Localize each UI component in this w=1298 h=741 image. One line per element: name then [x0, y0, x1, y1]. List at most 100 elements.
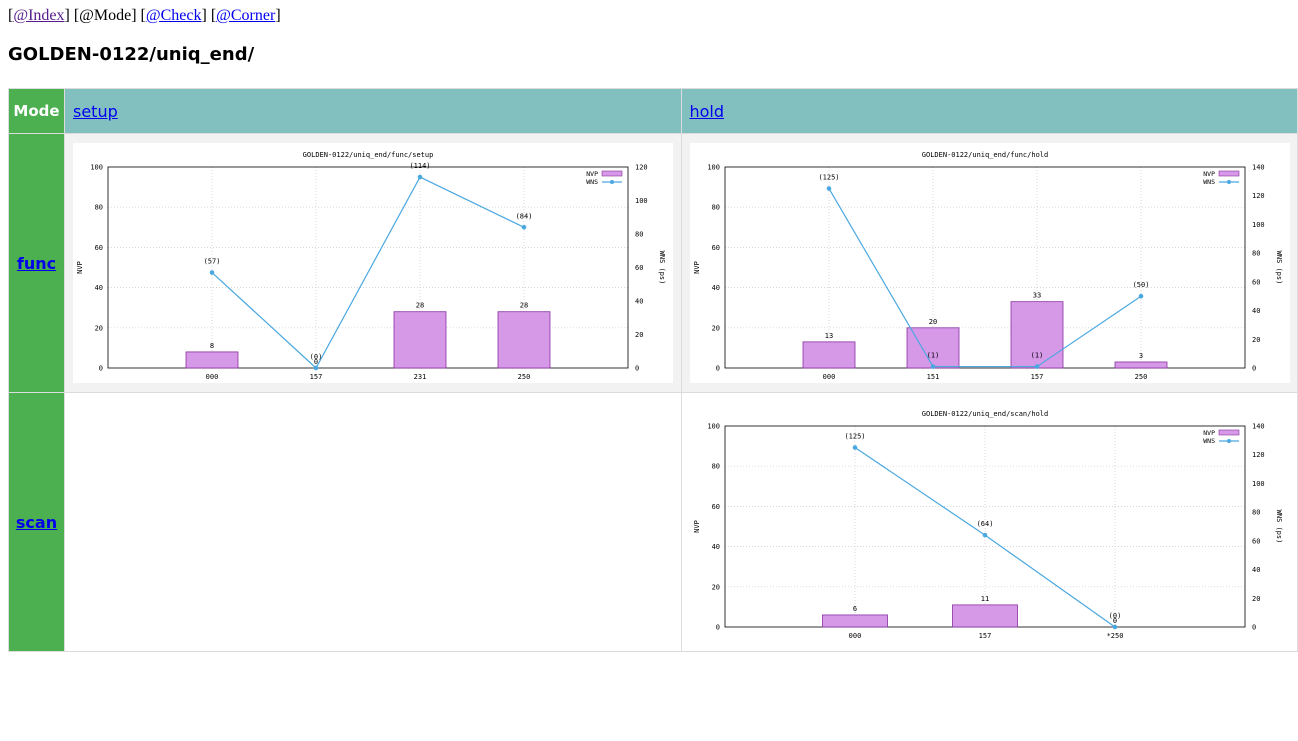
column-link-setup[interactable]: setup — [73, 101, 118, 121]
line-value-label: (50) — [1132, 281, 1149, 289]
x-tick-label: 250 — [518, 373, 531, 381]
y2-tick-label: 20 — [1252, 336, 1260, 344]
y2-tick-label: 0 — [1252, 365, 1256, 373]
line-wns — [827, 188, 1141, 368]
y2-tick-label: 80 — [1252, 509, 1260, 517]
y2-tick-label: 80 — [1252, 250, 1260, 258]
plot-frame — [107, 166, 629, 369]
nav-current-mode: [@Mode] — [73, 7, 137, 24]
line-point-wns — [209, 270, 215, 275]
x-tick-label: 000 — [848, 632, 861, 640]
table-header-row: Mode setup hold — [8, 88, 1298, 134]
y2-tick-label: 0 — [1252, 624, 1256, 632]
legend-label-nvp: NVP — [1203, 170, 1215, 178]
nav-link-check[interactable]: @Check — [145, 7, 202, 24]
y2-tick-label: 100 — [1252, 221, 1265, 229]
legend-swatch-nvp — [1218, 170, 1239, 177]
y-tick-label: 80 — [711, 463, 719, 471]
column-header-setup: setup — [64, 88, 682, 134]
x-tick-label: 231 — [414, 373, 427, 381]
legend-marker-wns — [1226, 180, 1231, 184]
row-link-scan[interactable]: scan — [15, 512, 58, 532]
y-tick-label: 100 — [90, 164, 103, 172]
row-link-func[interactable]: func — [16, 253, 57, 273]
bar-nvp — [1114, 361, 1167, 369]
legend-label-wns: WNS — [1203, 437, 1215, 445]
y2-tick-label: 20 — [635, 331, 643, 339]
row-header-scan: scan — [8, 392, 65, 652]
bar-nvp — [393, 311, 447, 369]
legend-label-wns: WNS — [1203, 178, 1215, 186]
legend-label-nvp: NVP — [586, 170, 598, 178]
chart-title: GOLDEN-0122/uniq_end/func/setup — [303, 151, 434, 159]
y2-tick-label: 60 — [1252, 537, 1260, 545]
legend-swatch-nvp — [601, 170, 623, 177]
y2-tick-label: 40 — [635, 298, 643, 306]
bar-value-label: 33 — [1032, 292, 1040, 300]
chart-cell-func-hold: GOLDEN-0122/uniq_end/func/hold 0 20 40 60 80 1… — [680, 133, 1298, 393]
legend-label-wns: WNS — [586, 178, 598, 186]
bar-nvp — [821, 614, 888, 628]
mode-chart-table: Mode setup hold func GOLDEN-0122/uniq_en… — [8, 88, 1298, 652]
y-tick-label: 20 — [95, 324, 103, 332]
y2-tick-label: 80 — [635, 231, 643, 239]
x-tick-label: 000 — [206, 373, 219, 381]
line-point-wns — [313, 365, 319, 371]
x-tick-label: 250 — [1134, 373, 1147, 381]
line-value-label: (1) — [926, 352, 939, 360]
line-value-label: (57) — [204, 258, 221, 266]
y-tick-label: 80 — [711, 204, 719, 212]
y2-axis-label: WNS (ps) — [658, 251, 666, 285]
y2-axis-label: WNS (ps) — [1275, 251, 1283, 285]
y2-axis-label: WNS (ps) — [1275, 510, 1283, 544]
bar-value-label: 0 — [314, 358, 318, 366]
bar-value-label: 6 — [852, 605, 856, 613]
y-tick-label: 40 — [711, 284, 719, 292]
y-tick-label: 0 — [99, 365, 103, 373]
y-tick-label: 0 — [715, 365, 719, 373]
chart-container: GOLDEN-0122/uniq_end/scan/hold 0 20 40 60 80 1… — [689, 402, 1290, 642]
y2-tick-label: 20 — [1252, 595, 1260, 603]
table-row-scan: scan GOLDEN-0122/uniq_end/scan/hold 0 20 40… — [8, 392, 1298, 652]
y2-tick-label: 40 — [1252, 566, 1260, 574]
y2-tick-label: 140 — [1252, 164, 1265, 172]
line-point-wns — [982, 532, 987, 538]
nav-link-corner[interactable]: @Corner — [216, 7, 276, 24]
plot-frame — [724, 166, 1245, 369]
bar-value-label: 28 — [416, 302, 424, 310]
column-header-hold: hold — [680, 88, 1298, 134]
line-value-label: (0) — [1108, 612, 1121, 620]
y-tick-label: 40 — [95, 284, 103, 292]
bar-nvp — [802, 341, 855, 369]
bar-nvp — [906, 327, 959, 369]
legend-swatch-nvp — [1218, 429, 1239, 436]
y-tick-label: 20 — [711, 324, 719, 332]
line-value-label: (125) — [818, 174, 839, 182]
legend-marker-wns — [610, 180, 614, 184]
y-tick-label: 100 — [707, 164, 720, 172]
chart-container: GOLDEN-0122/uniq_end/func/setup 0 20 40 60 80… — [73, 143, 673, 383]
x-tick-label: 157 — [1030, 373, 1043, 381]
y-axis-label: NVP — [693, 520, 701, 533]
y2-tick-label: 100 — [635, 197, 648, 205]
bar-value-label: 8 — [210, 342, 214, 350]
line-value-label: (114) — [409, 162, 430, 170]
bar-value-label: 20 — [928, 318, 936, 326]
y-tick-label: 60 — [95, 244, 103, 252]
chart-func-hold[interactable]: GOLDEN-0122/uniq_end/func/hold 0 20 40 60 80 1… — [690, 143, 1290, 383]
nav-bracket: ] — [64, 7, 70, 24]
y2-tick-label: 120 — [1252, 192, 1265, 200]
chart-func-setup[interactable]: GOLDEN-0122/uniq_end/func/setup020406080… — [73, 143, 673, 383]
nav-bracket: [ — [8, 7, 14, 24]
table-row-func: func GOLDEN-0122/uniq_end/func/setup 0 20 4… — [8, 133, 1298, 393]
y-tick-label: 60 — [711, 503, 719, 511]
nav-link-index[interactable]: @Index — [13, 7, 65, 24]
y2-tick-label: 140 — [1252, 423, 1265, 431]
x-tick-label: *250 — [1106, 632, 1123, 640]
line-value-label: (64) — [976, 520, 993, 528]
bar-value-label: 13 — [824, 332, 832, 340]
column-link-hold[interactable]: hold — [689, 101, 725, 121]
chart-cell-scan-setup-empty — [64, 392, 682, 652]
bar-value-label: 0 — [1112, 617, 1116, 625]
chart-scan-hold[interactable]: GOLDEN-0122/uniq_end/scan/hold0204060801… — [690, 402, 1290, 642]
